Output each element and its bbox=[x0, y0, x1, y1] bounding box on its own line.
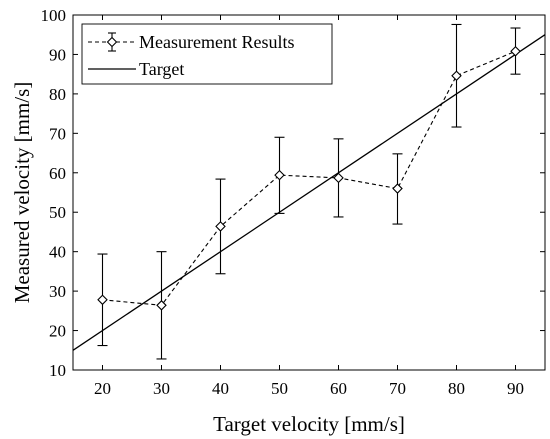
y-tick-label: 80 bbox=[49, 85, 66, 104]
x-axis-label: Target velocity [mm/s] bbox=[213, 412, 405, 436]
plot-layer bbox=[73, 23, 545, 360]
legend-entry-measurement: Measurement Results bbox=[88, 32, 294, 52]
x-tick-label: 60 bbox=[330, 379, 347, 398]
y-tick-label: 20 bbox=[49, 322, 66, 341]
y-tick-label: 50 bbox=[49, 203, 66, 222]
y-axis-label: Measured velocity [mm/s] bbox=[10, 82, 34, 304]
x-tick-label: 80 bbox=[448, 379, 465, 398]
y-tick-label: 90 bbox=[49, 45, 66, 64]
legend: Measurement Results Target bbox=[81, 23, 333, 85]
x-tick-label: 40 bbox=[212, 379, 229, 398]
x-tick-label: 20 bbox=[94, 379, 111, 398]
data-point-70 bbox=[392, 183, 403, 194]
plot-area bbox=[73, 23, 545, 360]
legend-diamond-marker bbox=[106, 36, 118, 48]
y-tick-label: 30 bbox=[49, 282, 66, 301]
x-tick-label: 70 bbox=[389, 379, 406, 398]
data-point-30 bbox=[156, 300, 167, 311]
data-point-40 bbox=[215, 221, 226, 232]
axes-frame bbox=[72, 14, 546, 371]
data-point-20 bbox=[97, 294, 108, 306]
legend-label-measurement: Measurement Results bbox=[139, 32, 294, 52]
legend-label-target: Target bbox=[139, 59, 184, 79]
axes-layer: 20 30 40 50 60 70 80 90 10 20 30 40 50 60 70 80 90 100 bbox=[41, 6, 546, 398]
y-tick-label: 60 bbox=[49, 164, 66, 183]
x-tick-label: 50 bbox=[271, 379, 288, 398]
x-tick-label: 30 bbox=[153, 379, 170, 398]
data-point-90 bbox=[510, 46, 521, 57]
series-measurement-line bbox=[102, 50, 516, 306]
series-target-line bbox=[73, 34, 545, 351]
legend-entry-target: Target bbox=[88, 59, 184, 79]
data-point-80 bbox=[451, 70, 462, 82]
x-tick-label: 90 bbox=[507, 379, 524, 398]
legend-box bbox=[81, 23, 333, 85]
y-tick-label: 40 bbox=[49, 243, 66, 262]
y-tick-label: 70 bbox=[49, 124, 66, 143]
y-tick-label: 10 bbox=[49, 361, 66, 380]
data-point-50 bbox=[274, 169, 285, 181]
y-tick-label: 100 bbox=[41, 6, 67, 25]
data-point-60 bbox=[333, 172, 344, 184]
